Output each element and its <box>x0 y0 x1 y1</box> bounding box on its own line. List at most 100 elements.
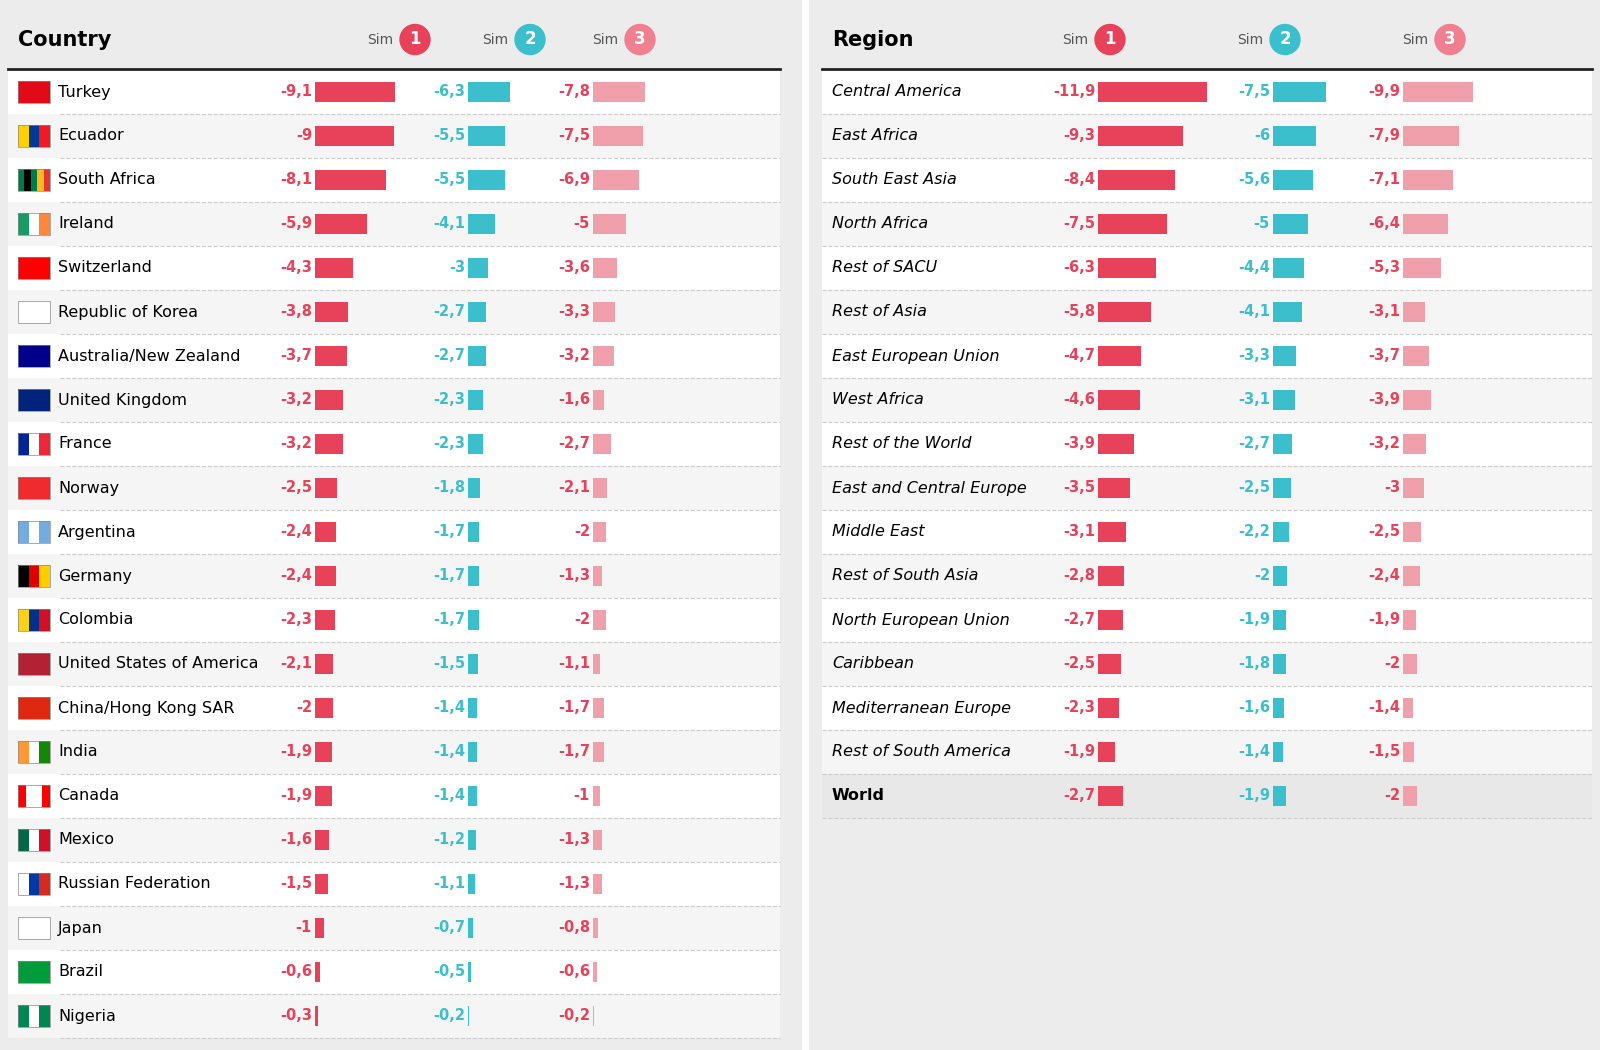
Text: Rest of South America: Rest of South America <box>832 744 1011 759</box>
Bar <box>18 785 50 807</box>
Bar <box>822 378 1592 422</box>
Text: East and Central Europe: East and Central Europe <box>832 481 1027 496</box>
Bar <box>29 521 40 543</box>
Bar <box>1274 126 1315 146</box>
Bar <box>822 730 1592 774</box>
Text: -7,5: -7,5 <box>1062 216 1094 231</box>
Bar <box>29 213 40 235</box>
Bar <box>1403 170 1453 190</box>
Text: -5,5: -5,5 <box>434 172 466 188</box>
Bar <box>18 125 50 147</box>
Bar <box>467 434 483 454</box>
Bar <box>1098 786 1123 806</box>
Text: Nigeria: Nigeria <box>58 1008 115 1024</box>
Bar <box>18 697 50 719</box>
Text: -1,7: -1,7 <box>558 700 590 715</box>
Bar <box>40 125 50 147</box>
Bar <box>1403 434 1426 454</box>
Bar <box>40 565 50 587</box>
Text: -3,1: -3,1 <box>1062 525 1094 540</box>
Text: India: India <box>58 744 98 759</box>
Bar <box>822 290 1592 334</box>
Bar <box>1274 742 1283 762</box>
Bar <box>315 346 347 366</box>
Bar <box>18 477 50 499</box>
Bar <box>822 774 1592 818</box>
Text: -5,6: -5,6 <box>1238 172 1270 188</box>
Bar <box>315 1006 318 1026</box>
Bar <box>594 82 645 102</box>
Bar <box>594 346 614 366</box>
Bar <box>42 785 50 807</box>
Bar <box>1098 478 1130 498</box>
Bar <box>40 741 50 763</box>
Bar <box>1274 82 1326 102</box>
Bar <box>18 301 50 323</box>
Text: -11,9: -11,9 <box>1053 84 1094 100</box>
Bar <box>467 522 480 542</box>
Bar <box>1098 302 1150 322</box>
Bar <box>18 653 50 675</box>
Text: Caribbean: Caribbean <box>832 656 914 672</box>
Bar <box>822 686 1592 730</box>
Text: -9,1: -9,1 <box>280 84 312 100</box>
Bar <box>18 830 50 850</box>
Bar <box>315 478 338 498</box>
Text: -3,6: -3,6 <box>558 260 590 275</box>
Bar <box>822 158 1592 202</box>
Bar <box>1403 522 1421 542</box>
Bar <box>18 1005 29 1027</box>
Text: 3: 3 <box>1445 30 1456 48</box>
Text: -3,2: -3,2 <box>280 437 312 451</box>
Text: -5,9: -5,9 <box>280 216 312 231</box>
Bar <box>822 70 1592 114</box>
Bar <box>18 169 50 191</box>
Text: -2,8: -2,8 <box>1062 568 1094 584</box>
Text: South East Asia: South East Asia <box>832 172 957 188</box>
Text: Australia/New Zealand: Australia/New Zealand <box>58 349 240 363</box>
Text: -1,6: -1,6 <box>1238 700 1270 715</box>
Bar <box>18 81 50 103</box>
Text: -0,6: -0,6 <box>280 965 312 980</box>
Text: -9: -9 <box>296 128 312 144</box>
Text: -2: -2 <box>1384 656 1400 672</box>
Text: -1: -1 <box>574 789 590 803</box>
Bar <box>594 522 606 542</box>
Text: -2,7: -2,7 <box>1062 789 1094 803</box>
Text: -1,5: -1,5 <box>280 877 312 891</box>
Text: -3,7: -3,7 <box>1368 349 1400 363</box>
Bar <box>8 994 781 1038</box>
Bar <box>822 246 1592 290</box>
Bar <box>822 554 1592 598</box>
Text: -7,5: -7,5 <box>558 128 590 144</box>
Bar <box>8 422 781 466</box>
Bar <box>1274 522 1288 542</box>
Bar <box>18 169 24 191</box>
Bar <box>29 1005 40 1027</box>
Bar <box>8 114 781 158</box>
Bar <box>315 874 328 894</box>
Bar <box>467 82 510 102</box>
Circle shape <box>400 24 430 55</box>
Bar <box>315 390 342 410</box>
Bar <box>315 610 334 630</box>
Text: -3,3: -3,3 <box>558 304 590 319</box>
Bar <box>1403 346 1429 366</box>
Text: -6: -6 <box>1254 128 1270 144</box>
Bar <box>18 521 50 543</box>
Bar <box>18 917 50 939</box>
Bar <box>594 786 600 806</box>
Text: -1,3: -1,3 <box>558 833 590 847</box>
Bar <box>40 1005 50 1027</box>
Bar <box>29 873 40 895</box>
Bar <box>26 785 42 807</box>
Bar <box>594 214 626 234</box>
Text: -1,9: -1,9 <box>1062 744 1094 759</box>
Text: -2,5: -2,5 <box>1238 481 1270 496</box>
Bar <box>1098 214 1166 234</box>
Text: -1,1: -1,1 <box>434 877 466 891</box>
Bar <box>467 214 496 234</box>
Text: East European Union: East European Union <box>832 349 1000 363</box>
Bar <box>315 302 349 322</box>
Text: -2,3: -2,3 <box>1062 700 1094 715</box>
